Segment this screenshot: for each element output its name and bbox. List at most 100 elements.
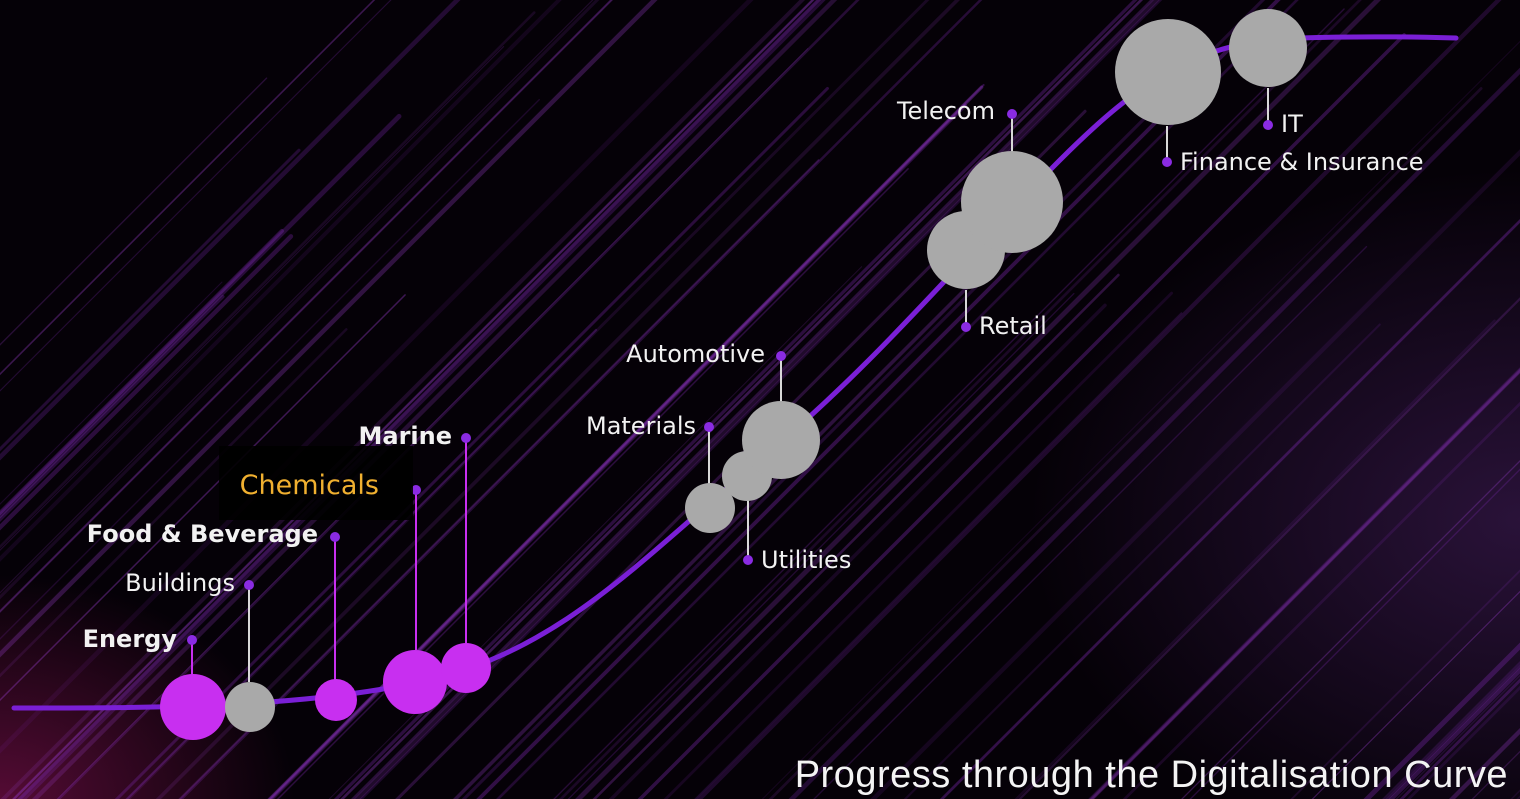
background-streak: [0, 0, 658, 658]
background-streak: [0, 11, 536, 549]
sector-bubbles: [160, 9, 1307, 740]
background-streak: [276, 168, 909, 799]
background-streak: [12, 0, 814, 799]
label-telecom: Telecom: [896, 97, 995, 125]
label-finance-insurance: Finance & Insurance: [1180, 148, 1424, 176]
background-streak: [0, 0, 600, 600]
background-streak: [453, 275, 980, 799]
background-streak: [768, 87, 1483, 799]
background-streak: [575, 0, 1382, 799]
label-retail: Retail: [979, 312, 1047, 340]
background-streak: [663, 291, 1174, 799]
background-streak: [476, 0, 1281, 799]
background-streak: [0, 228, 284, 516]
background-streak: [0, 0, 461, 461]
marker-utilities: [743, 555, 753, 565]
background-streak: [267, 85, 984, 799]
background-streak: [0, 113, 402, 519]
marker-buildings: [244, 580, 254, 590]
background-streak: [269, 103, 967, 799]
background-streak: [567, 292, 1075, 799]
background-streak: [0, 328, 348, 678]
label-food-beverage: Food & Beverage: [87, 520, 318, 548]
marker-materials: [704, 422, 714, 432]
background-streak: [761, 40, 1520, 799]
marker-energy: [187, 635, 197, 645]
marker-marine: [461, 433, 471, 443]
bubble-materials: [685, 483, 735, 533]
diagram-title: Progress through the Digitalisation Curv…: [794, 754, 1508, 796]
background-streak: [788, 67, 1520, 799]
background-streak: [0, 0, 376, 376]
background-streak: [16, 0, 822, 799]
label-buildings: Buildings: [125, 569, 235, 597]
label-energy: Energy: [83, 625, 178, 653]
background-streak: [496, 0, 1299, 799]
label-chemicals: Chemicals: [240, 470, 379, 501]
background-streak: [1363, 642, 1520, 799]
marker-retail: [961, 322, 971, 332]
background-streak: [0, 77, 268, 346]
bubble-finance-insurance: [1115, 19, 1221, 125]
background-streak: [0, 294, 406, 702]
background-streak: [0, 281, 223, 505]
bubble-it: [1229, 9, 1307, 87]
label-marine: Marine: [358, 422, 452, 450]
background-streak: [870, 149, 1520, 799]
bubble-buildings: [225, 682, 275, 732]
marker-automotive: [776, 351, 786, 361]
background-streak: [0, 0, 594, 594]
marker-telecom: [1007, 109, 1017, 119]
marker-chemicals: [411, 485, 421, 495]
background-streak: [1385, 664, 1520, 799]
background-streak: [694, 312, 1183, 799]
label-utilities: Utilities: [761, 546, 851, 574]
background-streak: [0, 0, 754, 754]
background-streak: [1088, 367, 1520, 799]
background-streak: [1018, 297, 1520, 799]
background-streak: [553, 8, 1345, 799]
bubble-food-beverage: [315, 679, 357, 721]
background-streak: [155, 0, 961, 799]
background-streak: [0, 0, 562, 562]
background-streak: [340, 0, 1144, 799]
background-streak: [1122, 401, 1520, 799]
background-streak: [0, 46, 505, 551]
background-streak: [22, 0, 826, 799]
background-streak: [1014, 319, 1496, 799]
background-streak: [328, 266, 863, 799]
background-streak: [56, 48, 809, 799]
background-streak: [592, 273, 1120, 799]
background-streak: [1189, 468, 1520, 799]
background-streak: [126, 0, 930, 799]
bubble-energy: [160, 674, 226, 740]
marker-dots: [187, 109, 1273, 645]
background-streak: [903, 323, 1381, 799]
background-streak: [0, 234, 294, 531]
background-streak: [1290, 569, 1520, 799]
background-streak: [56, 0, 860, 799]
background-streak: [17, 0, 822, 799]
background-streak: [1388, 667, 1520, 799]
digitalisation-curve: [11, 34, 1459, 711]
bubble-marine: [441, 643, 491, 693]
label-materials: Materials: [586, 412, 696, 440]
background-streak: [125, 328, 598, 799]
bubble-automotive: [742, 401, 820, 479]
background-streak: [0, 294, 225, 522]
background-streak: [1089, 368, 1520, 799]
label-it: IT: [1281, 110, 1303, 138]
bubble-telecom: [961, 151, 1063, 253]
marker-it: [1263, 120, 1273, 130]
background-streak: [1395, 674, 1520, 799]
marker-finance-insurance: [1162, 157, 1172, 167]
background-streak: [0, 148, 301, 452]
background-streak: [1311, 590, 1520, 799]
background-streak: [0, 0, 392, 392]
background-streak: [0, 98, 540, 640]
background-streak: [696, 0, 1502, 799]
